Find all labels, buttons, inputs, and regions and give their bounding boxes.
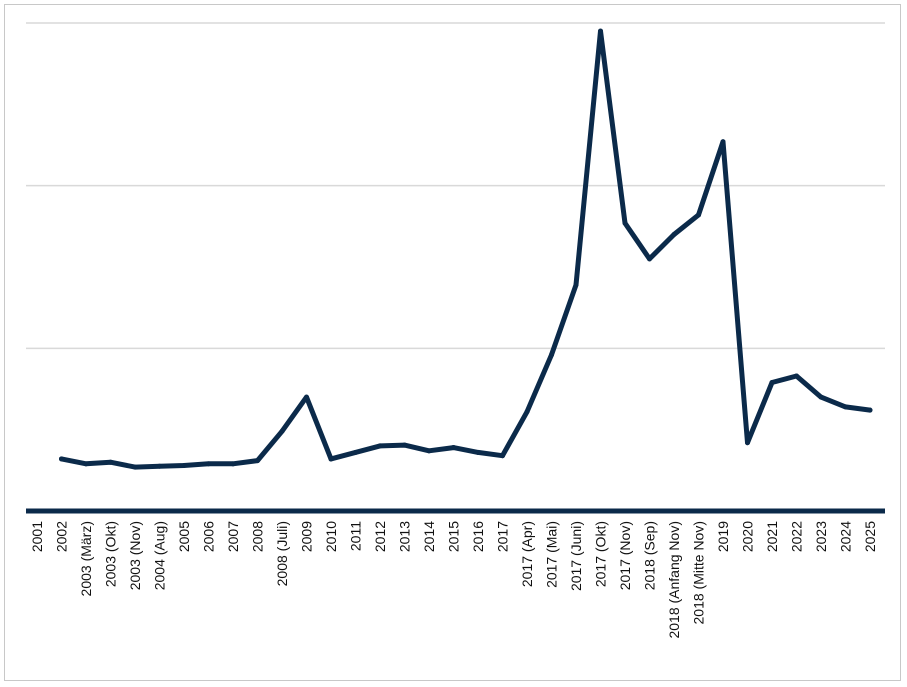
x-tick-label: 2018 (Mitte Nov) (691, 521, 707, 624)
x-tick-label: 2018 (Sep) (642, 521, 658, 590)
x-tick-label: 2025 (862, 521, 878, 552)
data-point (426, 448, 432, 454)
x-tick-label: 2022 (789, 521, 805, 552)
x-tick-label: 2015 (446, 521, 462, 552)
data-point (745, 440, 750, 446)
x-tick-label: 2020 (740, 521, 756, 552)
data-point (769, 379, 775, 385)
x-tick-label: 2016 (470, 521, 486, 552)
data-point (59, 456, 64, 462)
data-point (108, 459, 113, 465)
x-tick-label: 2005 (176, 521, 192, 552)
data-point (451, 445, 456, 451)
data-point (549, 352, 554, 358)
x-tick-label: 2003 (Nov) (127, 521, 143, 590)
data-point (230, 461, 236, 467)
x-tick-label: 2012 (372, 521, 388, 552)
data-point (255, 458, 260, 464)
series-line (59, 28, 873, 470)
data-point (475, 449, 481, 455)
data-point (696, 212, 701, 218)
x-tick-label: 2011 (348, 521, 364, 551)
data-point (843, 404, 848, 410)
x-tick-label: 2017 (Juni) (568, 521, 584, 591)
data-point (328, 456, 334, 462)
data-point (647, 256, 652, 262)
x-tick-label: 2003 (Okt) (103, 521, 119, 587)
x-tick-label: 2007 (225, 521, 241, 552)
data-point (181, 462, 187, 468)
data-point (377, 443, 383, 449)
data-point (132, 464, 138, 470)
x-tick-label: 2023 (813, 521, 829, 552)
x-tick-label: 2006 (201, 521, 217, 552)
data-point (867, 407, 873, 413)
data-point (353, 449, 358, 455)
data-point (500, 453, 505, 459)
data-point (598, 28, 603, 34)
x-tick-label: 2014 (421, 521, 437, 552)
x-tick-label: 2019 (715, 521, 731, 552)
data-point (157, 463, 162, 469)
x-tick-labels: 2001 2002 2003 (März) 2003 (Okt) 2003 (Nov) 2… (29, 521, 878, 639)
x-tick-label: 2003 (März) (78, 521, 94, 596)
data-point (279, 428, 285, 434)
x-tick-label: 2013 (397, 521, 413, 552)
x-tick-label: 2018 (Anfang Nov) (666, 521, 682, 639)
x-tick-label: 2001 (29, 521, 45, 552)
x-tick-label: 2017 (495, 521, 511, 552)
x-tick-label: 2008 (250, 521, 266, 552)
data-point (206, 461, 211, 467)
x-tick-label: 2008 (Juli) (274, 521, 290, 586)
data-point (720, 139, 726, 145)
x-tick-label: 2009 (299, 521, 315, 552)
x-tick-label: 2002 (54, 521, 70, 552)
x-tick-label: 2004 (Aug) (152, 521, 168, 590)
x-tick-label: 2017 (Mai) (544, 521, 560, 588)
x-tick-label: 2017 (Okt) (593, 521, 609, 587)
data-point (402, 442, 407, 448)
x-tick-label: 2010 (323, 521, 339, 552)
data-point (304, 394, 309, 400)
x-tick-label: 2024 (838, 521, 854, 552)
data-point (83, 461, 89, 467)
chart-frame (4, 4, 901, 681)
data-point (818, 394, 824, 400)
x-tick-label: 2021 (764, 521, 780, 552)
x-tick-label: 2017 (Nov) (617, 521, 633, 590)
data-point (524, 409, 530, 415)
gridlines (26, 22, 885, 350)
data-point (794, 373, 799, 379)
data-point (622, 220, 628, 226)
x-tick-label: 2017 (Apr) (519, 521, 535, 587)
data-point (573, 282, 579, 288)
data-point (671, 231, 677, 237)
